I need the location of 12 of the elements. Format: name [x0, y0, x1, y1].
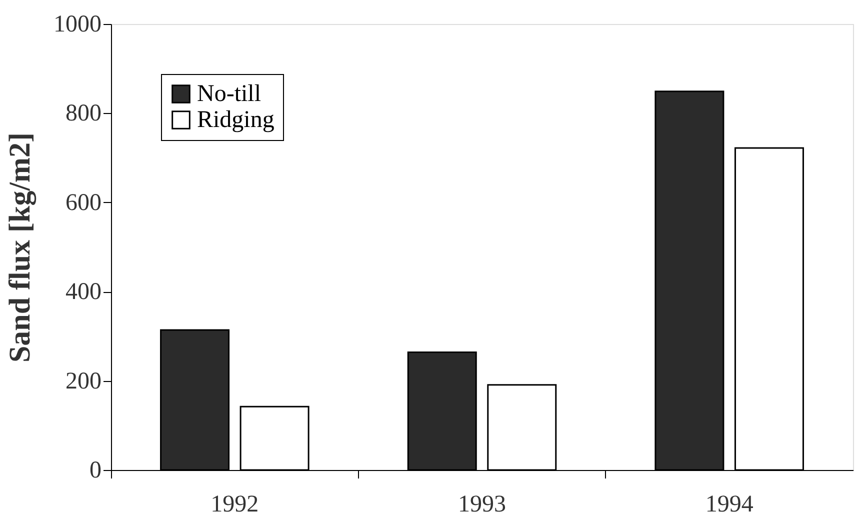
y-tick-label: 400	[66, 279, 102, 306]
y-axis-title: Sand flux [kg/m2]	[4, 132, 36, 363]
legend-label: Ridging	[197, 107, 274, 133]
x-tick-label: 1993	[458, 492, 506, 518]
y-tick-label: 800	[66, 100, 102, 127]
legend-label: No-till	[197, 81, 262, 107]
x-tick-label: 1992	[210, 492, 259, 518]
x-tick-label: 1994	[705, 492, 754, 518]
y-tick-label: 0	[90, 458, 102, 484]
y-tick-label: 200	[66, 368, 102, 394]
y-tick-label: 600	[66, 190, 102, 216]
y-tick-label: 1000	[54, 12, 102, 38]
